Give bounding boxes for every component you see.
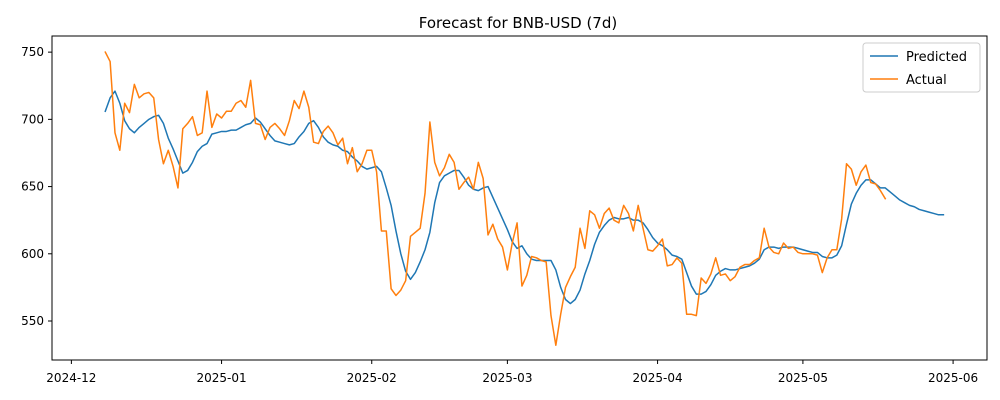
x-tick-label: 2025-05 <box>778 371 828 385</box>
x-tick-label: 2025-03 <box>482 371 532 385</box>
y-tick-label: 600 <box>21 247 44 261</box>
series-line-actual <box>104 51 887 346</box>
y-tick-label: 750 <box>21 45 44 59</box>
y-axis: 550 600 650 700 750 <box>21 45 52 328</box>
x-tick-label: 2025-04 <box>632 371 682 385</box>
x-axis: 2024-12 2025-01 2025-02 2025-03 2025-04 2025-… <box>46 360 978 385</box>
legend: Predicted Actual <box>862 42 981 93</box>
legend-label-actual: Actual <box>906 73 947 88</box>
y-tick-label: 550 <box>21 314 44 328</box>
plot-frame <box>51 35 988 361</box>
legend-label-predicted: Predicted <box>906 50 967 65</box>
x-tick-label: 2025-01 <box>196 371 246 385</box>
chart-title: Forecast for BNB-USD (7d) <box>419 14 617 32</box>
plot-lines <box>104 51 945 346</box>
x-tick-label: 2025-02 <box>347 371 397 385</box>
x-tick-label: 2024-12 <box>46 371 96 385</box>
series-line-predicted <box>104 90 945 305</box>
y-tick-label: 700 <box>21 112 44 126</box>
x-tick-label: 2025-06 <box>928 371 978 385</box>
y-tick-label: 650 <box>21 180 44 194</box>
